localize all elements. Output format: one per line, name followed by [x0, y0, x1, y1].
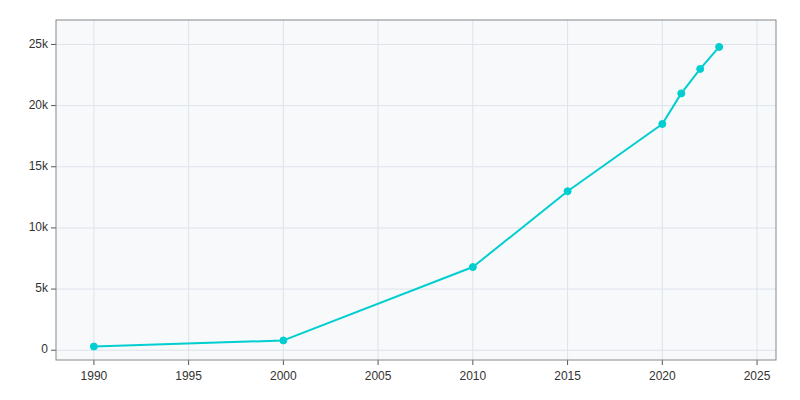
point [90, 343, 97, 350]
y-tick-label: 20k [29, 98, 49, 112]
y-tick [51, 44, 56, 45]
x-tick-label: 2000 [270, 369, 297, 383]
y-tick [51, 350, 56, 351]
plot-background [56, 20, 776, 360]
x-tick [472, 360, 473, 365]
x-tick [283, 360, 284, 365]
line [94, 47, 719, 347]
y-tick [51, 166, 56, 167]
point [659, 120, 666, 127]
y-tick-label: 25k [29, 37, 49, 51]
y-tick-label: 0 [41, 342, 48, 356]
x-grid-line [757, 20, 758, 360]
x-tick-label: 2010 [459, 369, 486, 383]
y-tick-label: 5k [35, 281, 49, 295]
y-tick [51, 289, 56, 290]
y-grid-line [56, 44, 776, 45]
x-grid-line [378, 20, 379, 360]
y-tick [51, 105, 56, 106]
y-tick-label: 10k [29, 220, 49, 234]
point [469, 264, 476, 271]
y-grid-line [56, 350, 776, 351]
x-tick-label: 2020 [649, 369, 676, 383]
x-grid-line [662, 20, 663, 360]
x-tick-label: 2015 [554, 369, 581, 383]
x-grid-line [188, 20, 189, 360]
chart-container: 0 5k 10k 15k 20k 25k 1990 1995 2000 2005 2010 2015 2… [0, 0, 800, 400]
x-grid-line [283, 20, 284, 360]
y-grid-line [56, 166, 776, 167]
x-tick-label: 1995 [175, 369, 202, 383]
point [280, 337, 287, 344]
y-tick-label: 15k [29, 159, 49, 173]
x-tick-label: 2005 [365, 369, 392, 383]
y-tick [51, 227, 56, 228]
point [697, 65, 704, 72]
y-grid-line [56, 105, 776, 106]
grid [56, 20, 776, 360]
x-tick-label: 2025 [744, 369, 771, 383]
y-grid-line [56, 227, 776, 228]
x-tick [188, 360, 189, 365]
point [716, 43, 723, 50]
axes: 0 5k 10k 15k 20k 25k 1990 1995 2000 2005 2010 2015 2… [29, 20, 776, 383]
x-tick [567, 360, 568, 365]
x-tick [93, 360, 94, 365]
x-tick [757, 360, 758, 365]
point [678, 90, 685, 97]
plot-frame [56, 20, 776, 360]
x-tick [378, 360, 379, 365]
chart-svg: 0 5k 10k 15k 20k 25k 1990 1995 2000 2005 2010 2015 2… [0, 0, 800, 400]
series [90, 43, 722, 350]
x-tick [662, 360, 663, 365]
point [564, 188, 571, 195]
x-grid-line [93, 20, 94, 360]
x-tick-label: 1990 [81, 369, 108, 383]
x-grid-line [472, 20, 473, 360]
